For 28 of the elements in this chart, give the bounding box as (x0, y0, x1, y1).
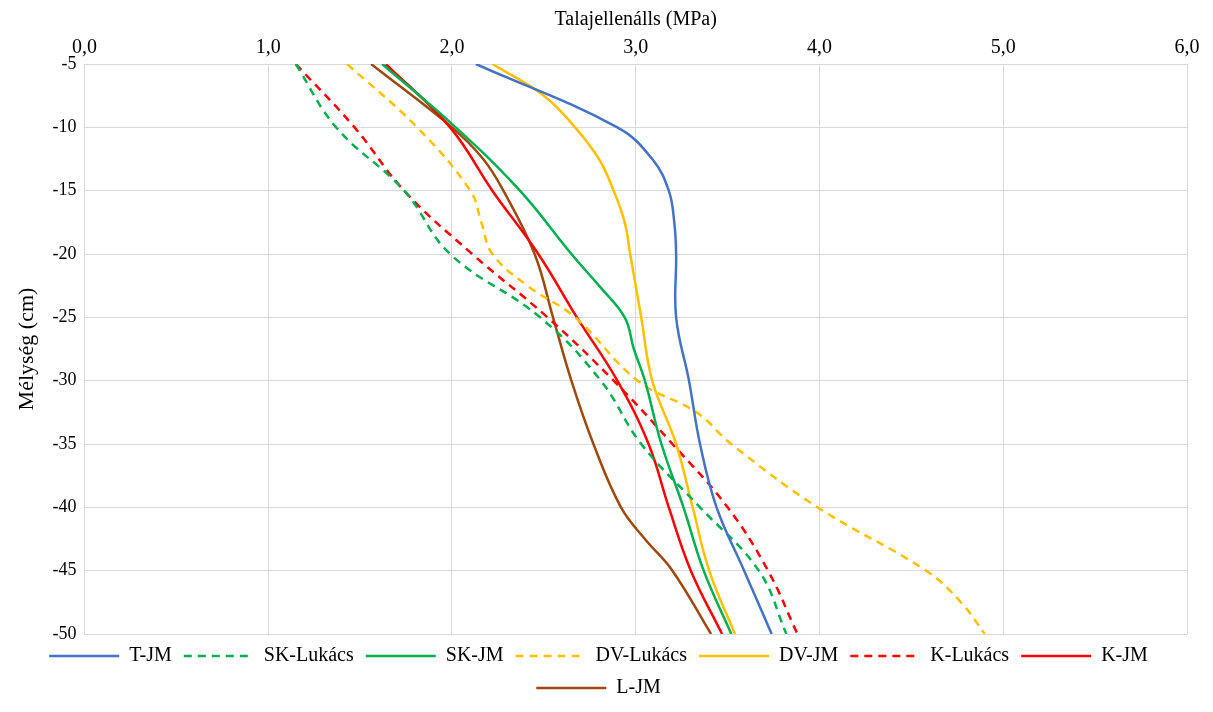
legend-label: SK-Lukács (263, 643, 354, 666)
y-tick-label: -20 (52, 242, 77, 263)
legend-label: SK-JM (445, 643, 504, 666)
x-tick-label: 3,0 (623, 35, 649, 58)
x-tick-label: 2,0 (439, 35, 465, 58)
legend-label: L-JM (616, 675, 661, 698)
legend-label: K-Lukács (930, 643, 1010, 666)
y-tick-label: -45 (52, 559, 77, 580)
x-axis-title: Talajellenálls (MPa) (554, 7, 717, 31)
x-tick-label: 1,0 (255, 35, 281, 58)
y-tick-label: -5 (61, 52, 77, 73)
y-tick-label: -10 (52, 116, 77, 137)
y-tick-label: -50 (52, 622, 77, 643)
legend-label: T-JM (129, 643, 172, 666)
x-tick-label: 6,0 (1174, 35, 1200, 58)
x-tick-label: 5,0 (990, 35, 1016, 58)
y-tick-label: -25 (52, 306, 77, 327)
y-tick-label: -15 (52, 179, 77, 200)
legend-label: DV-Lukács (595, 643, 688, 666)
line-series (345, 64, 987, 634)
y-tick-label: -35 (52, 432, 77, 453)
x-tick-label: 4,0 (806, 35, 832, 58)
legend-label: K-JM (1101, 643, 1149, 666)
y-axis-title: Mélység (cm) (12, 287, 38, 411)
y-tick-label: -40 (52, 496, 77, 517)
line-series (474, 64, 773, 634)
legend-label: DV-JM (779, 643, 839, 666)
y-tick-label: -30 (52, 369, 77, 390)
